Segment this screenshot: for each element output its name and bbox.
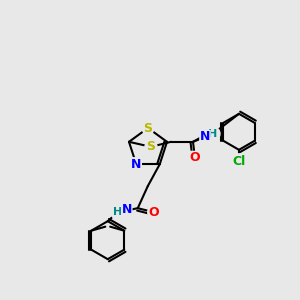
Text: S: S [146,140,155,153]
Text: Cl: Cl [232,155,246,168]
Circle shape [111,205,125,219]
Circle shape [142,122,154,134]
Circle shape [145,141,157,153]
Circle shape [189,152,201,164]
Text: H: H [208,129,217,139]
Text: S: S [143,122,152,134]
Text: N: N [131,158,141,171]
Text: N: N [200,130,210,143]
Text: H: H [113,207,122,217]
Circle shape [231,154,247,170]
Text: O: O [190,151,200,164]
Circle shape [131,159,141,169]
Text: N: N [122,203,132,216]
Circle shape [148,206,160,218]
Text: O: O [148,206,159,219]
Circle shape [206,127,220,141]
